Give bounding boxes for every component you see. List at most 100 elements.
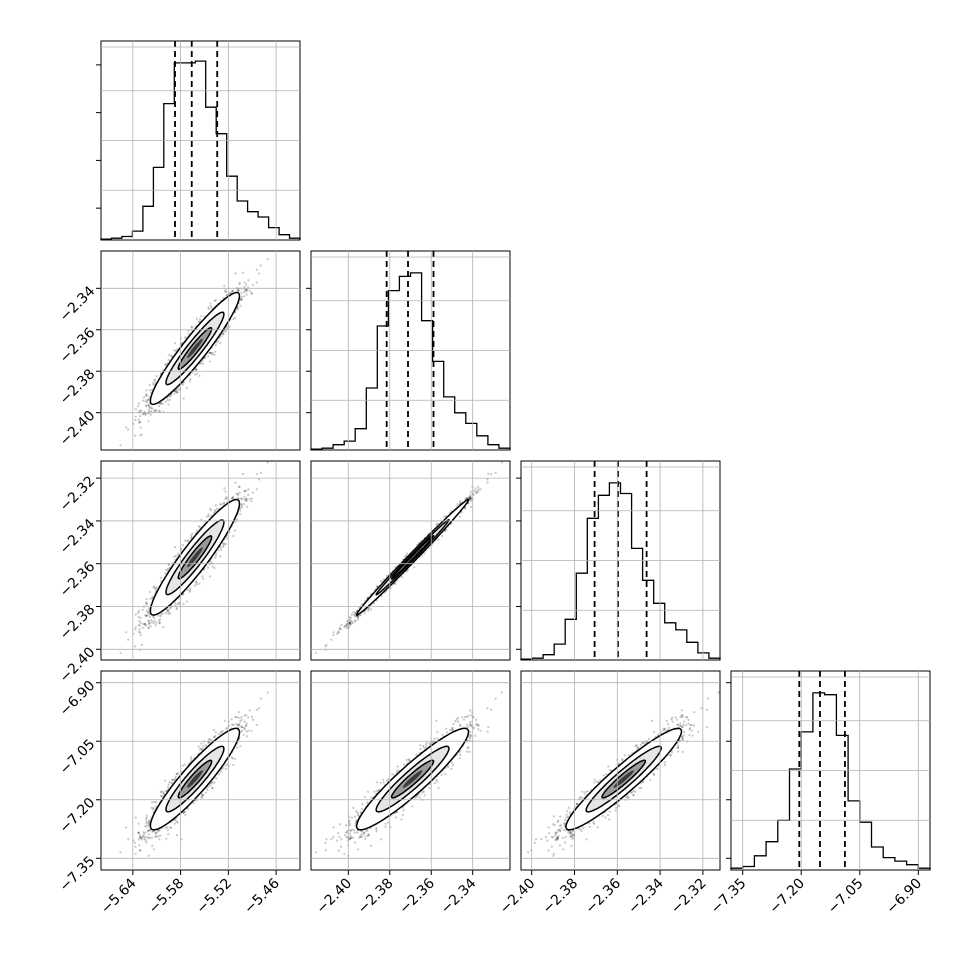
sample-point <box>152 383 155 386</box>
sample-point <box>177 387 181 390</box>
sample-point <box>178 389 181 392</box>
histogram-step <box>310 272 511 450</box>
sample-point <box>194 368 197 371</box>
sample-point <box>142 396 146 399</box>
sample-point <box>240 497 243 500</box>
sample-point <box>232 534 235 538</box>
sample-point <box>150 618 153 622</box>
sample-point <box>240 497 243 500</box>
sample-point <box>145 401 148 404</box>
sample-point <box>247 493 250 496</box>
sample-point <box>217 549 220 552</box>
sample-point <box>214 299 217 302</box>
sample-point <box>225 327 228 330</box>
histogram-panel-3 <box>520 460 721 661</box>
sample-point <box>475 489 478 492</box>
sample-point <box>148 383 151 387</box>
contour-core <box>187 547 203 568</box>
sample-point <box>148 621 151 624</box>
sample-point <box>228 531 231 534</box>
sample-point <box>155 375 158 378</box>
sample-point <box>241 298 244 302</box>
sample-point <box>191 326 194 329</box>
sample-point <box>232 289 235 292</box>
sample-point <box>240 297 243 300</box>
sample-point <box>240 504 243 507</box>
sample-point <box>469 495 472 498</box>
sample-point <box>145 394 148 397</box>
gridlines-2-0 <box>101 461 300 660</box>
sample-point <box>148 590 151 594</box>
sample-point <box>421 554 424 557</box>
sample-point <box>224 290 227 293</box>
sample-point <box>266 258 269 261</box>
sample-point <box>200 315 203 318</box>
sample-point <box>244 499 247 502</box>
sample-point <box>185 600 188 603</box>
sample-point <box>141 413 145 416</box>
sample-point <box>141 608 144 611</box>
sample-point <box>147 626 150 629</box>
sample-point <box>477 488 480 491</box>
sample-point <box>237 289 240 292</box>
sample-point <box>195 529 198 532</box>
sample-point <box>223 284 226 287</box>
sample-point <box>200 362 203 365</box>
sample-point <box>189 587 192 590</box>
sample-point <box>214 504 217 507</box>
sample-point <box>251 491 255 494</box>
sample-point <box>182 397 185 400</box>
sample-point <box>197 525 200 528</box>
sample-point <box>225 537 228 540</box>
sample-point <box>241 472 245 475</box>
sample-point <box>337 630 340 634</box>
sample-point <box>158 409 161 412</box>
sample-point <box>209 302 212 305</box>
sample-point <box>166 399 169 402</box>
sample-point <box>379 580 382 583</box>
sample-point <box>243 281 246 284</box>
sample-point <box>200 518 203 521</box>
sample-point <box>223 542 226 545</box>
sample-point <box>164 400 167 403</box>
sample-point <box>251 283 255 286</box>
sample-point <box>467 496 470 499</box>
sample-point <box>149 413 152 416</box>
sample-point <box>243 503 246 506</box>
sample-point <box>140 643 143 647</box>
sample-point <box>144 413 147 416</box>
sample-point <box>207 566 210 569</box>
sample-point <box>195 368 198 371</box>
sample-point <box>155 586 158 589</box>
sample-point <box>210 561 213 564</box>
sample-point <box>225 497 228 500</box>
sample-point <box>167 567 170 570</box>
sample-point <box>234 481 237 484</box>
sample-point <box>487 472 490 475</box>
sample-point <box>248 289 251 292</box>
sample-point <box>125 631 128 634</box>
sample-point <box>241 505 244 508</box>
sample-point <box>209 351 212 354</box>
sample-point <box>158 410 161 413</box>
sample-point <box>244 288 247 291</box>
sample-point <box>167 358 170 361</box>
sample-point <box>207 515 211 518</box>
sample-point <box>134 628 137 631</box>
sample-point <box>368 606 371 609</box>
sample-point <box>190 534 193 537</box>
sample-point <box>224 490 227 493</box>
sample-point <box>174 342 177 345</box>
sample-point <box>236 308 239 311</box>
sample-point <box>186 588 189 592</box>
sample-point <box>224 543 227 546</box>
scatter-panel-2-1 <box>100 250 301 451</box>
sample-point <box>211 565 214 568</box>
sample-point <box>154 378 157 381</box>
sample-point <box>152 586 155 589</box>
sample-point <box>359 614 362 617</box>
sample-point <box>195 372 198 375</box>
sample-point <box>222 331 225 335</box>
sample-point <box>144 614 147 617</box>
